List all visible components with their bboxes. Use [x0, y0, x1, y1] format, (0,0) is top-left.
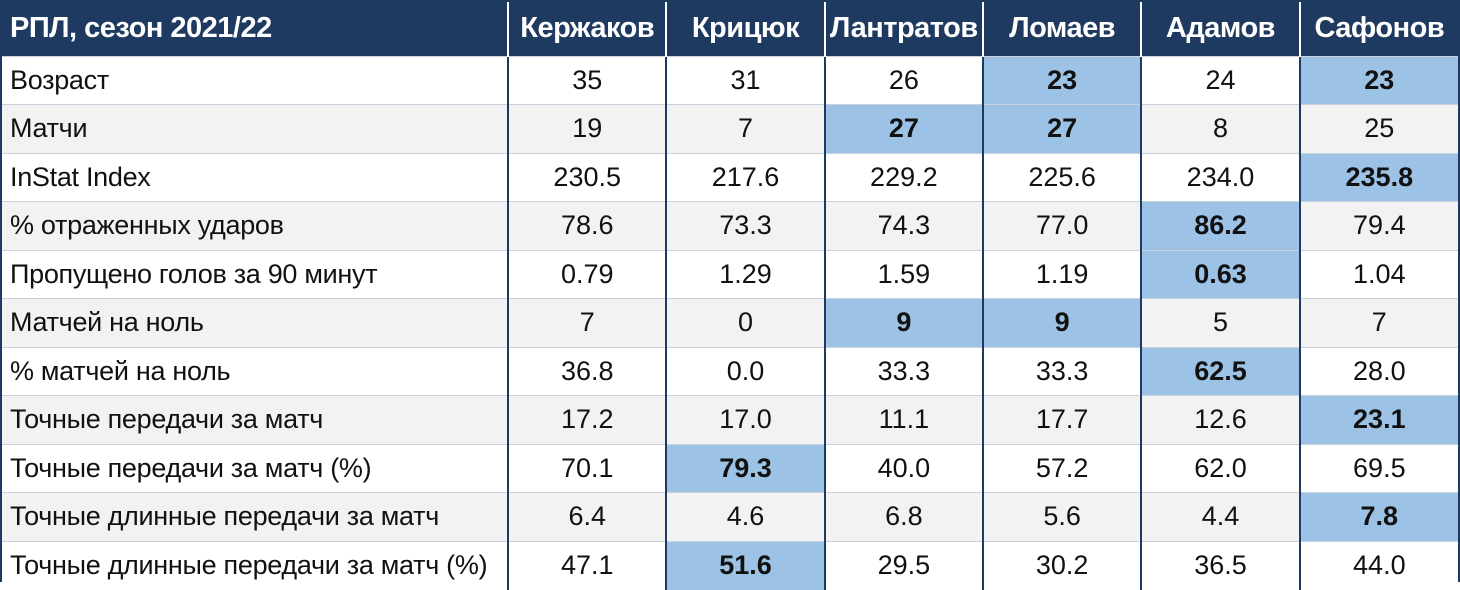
table-body: Возраст 35 31 26 23 24 23 Матчи 19 7 27 … [2, 55, 1458, 590]
row-label: Точные передачи за матч (%) [2, 443, 510, 493]
table-cell: 234.0 [1141, 152, 1301, 202]
table-row: Пропущено голов за 90 минут 0.79 1.29 1.… [2, 249, 1458, 299]
table-row: Возраст 35 31 26 23 24 23 [2, 55, 1458, 105]
table-cell: 33.3 [983, 346, 1143, 396]
header-row: РПЛ, сезон 2021/22 Кержаков Крицюк Лантр… [2, 2, 1458, 56]
table-cell-best: 235.8 [1299, 152, 1458, 202]
table-cell: 1.19 [983, 249, 1143, 299]
table-cell-best: 23 [983, 55, 1143, 105]
table-cell: 17.7 [983, 395, 1143, 444]
table-cell: 62.0 [1141, 443, 1301, 493]
table-cell: 24 [1141, 55, 1301, 105]
table-cell: 4.6 [666, 492, 826, 541]
table-cell: 29.5 [824, 540, 985, 590]
table-row: Матчей на ноль 7 0 9 9 5 7 [2, 298, 1458, 347]
player-header: Лантратов [824, 2, 985, 56]
table-cell: 26 [824, 55, 985, 105]
table-cell: 33.3 [824, 346, 985, 396]
table-cell: 19 [508, 104, 668, 153]
table-cell: 79.4 [1299, 201, 1458, 250]
table-cell: 70.1 [508, 443, 668, 493]
table-cell: 44.0 [1299, 540, 1458, 590]
table-cell: 35 [508, 55, 668, 105]
table-cell: 229.2 [824, 152, 985, 202]
table-cell: 31 [666, 55, 826, 105]
table-cell: 77.0 [983, 201, 1143, 250]
table-cell: 1.29 [666, 249, 826, 299]
table-row: InStat Index 230.5 217.6 229.2 225.6 234… [2, 152, 1458, 202]
row-label: % отраженных ударов [2, 201, 510, 250]
table-row: % отраженных ударов 78.6 73.3 74.3 77.0 … [2, 201, 1458, 250]
table-cell: 217.6 [666, 152, 826, 202]
table-cell: 0.79 [508, 249, 668, 299]
table-cell-best: 23.1 [1299, 395, 1458, 444]
table-cell: 40.0 [824, 443, 985, 493]
table-cell: 30.2 [983, 540, 1143, 590]
table-cell: 7 [508, 298, 668, 347]
table-cell-best: 79.3 [666, 443, 826, 493]
table-cell: 0 [666, 298, 826, 347]
table-cell: 47.1 [508, 540, 668, 590]
table-row: Точные длинные передачи за матч (%) 47.1… [2, 540, 1458, 590]
table-cell: 1.59 [824, 249, 985, 299]
table-cell: 17.0 [666, 395, 826, 444]
table-caption: РПЛ, сезон 2021/22 [2, 2, 510, 56]
row-label: Точные длинные передачи за матч [2, 492, 510, 541]
table-cell-best: 7.8 [1299, 492, 1458, 541]
table-cell: 5 [1141, 298, 1301, 347]
table-cell-best: 23 [1299, 55, 1458, 105]
table-cell: 7 [1299, 298, 1458, 347]
table-cell: 1.04 [1299, 249, 1458, 299]
table-cell: 12.6 [1141, 395, 1301, 444]
table-cell: 11.1 [824, 395, 985, 444]
row-label: Матчей на ноль [2, 298, 510, 347]
table-cell: 25 [1299, 104, 1458, 153]
table-cell: 225.6 [983, 152, 1143, 202]
table-row: Точные передачи за матч 17.2 17.0 11.1 1… [2, 395, 1458, 444]
table-cell: 8 [1141, 104, 1301, 153]
table-row: Точные длинные передачи за матч 6.4 4.6 … [2, 492, 1458, 541]
table-cell: 78.6 [508, 201, 668, 250]
table-cell-best: 27 [824, 104, 985, 153]
row-label: Матчи [2, 104, 510, 153]
table-cell: 5.6 [983, 492, 1143, 541]
row-label: Пропущено голов за 90 минут [2, 249, 510, 299]
table-cell: 4.4 [1141, 492, 1301, 541]
table-cell: 17.2 [508, 395, 668, 444]
table-cell: 36.5 [1141, 540, 1301, 590]
table-cell-best: 27 [983, 104, 1143, 153]
table-cell: 36.8 [508, 346, 668, 396]
player-header: Кержаков [508, 2, 668, 56]
table-cell: 57.2 [983, 443, 1143, 493]
table-cell: 0.0 [666, 346, 826, 396]
row-label: Точные длинные передачи за матч (%) [2, 540, 510, 590]
player-header: Сафонов [1299, 2, 1458, 56]
row-label: InStat Index [2, 152, 510, 202]
row-label: Точные передачи за матч [2, 395, 510, 444]
table-row: Точные передачи за матч (%) 70.1 79.3 40… [2, 443, 1458, 493]
table-cell: 6.4 [508, 492, 668, 541]
table-cell: 6.8 [824, 492, 985, 541]
player-header: Адамов [1141, 2, 1301, 56]
table-cell: 69.5 [1299, 443, 1458, 493]
table-row: Матчи 19 7 27 27 8 25 [2, 104, 1458, 153]
table-row: % матчей на ноль 36.8 0.0 33.3 33.3 62.5… [2, 346, 1458, 396]
player-header: Крицюк [666, 2, 826, 56]
table-cell-best: 9 [824, 298, 985, 347]
table-cell: 7 [666, 104, 826, 153]
table-cell: 74.3 [824, 201, 985, 250]
table-cell-best: 0.63 [1141, 249, 1301, 299]
table-cell-best: 51.6 [666, 540, 826, 590]
table-cell-best: 86.2 [1141, 201, 1301, 250]
table-cell: 28.0 [1299, 346, 1458, 396]
table-cell-best: 62.5 [1141, 346, 1301, 396]
table-cell: 230.5 [508, 152, 668, 202]
row-label: % матчей на ноль [2, 346, 510, 396]
table-cell-best: 9 [983, 298, 1143, 347]
row-label: Возраст [2, 55, 510, 105]
player-header: Ломаев [983, 2, 1143, 56]
table-cell: 73.3 [666, 201, 826, 250]
